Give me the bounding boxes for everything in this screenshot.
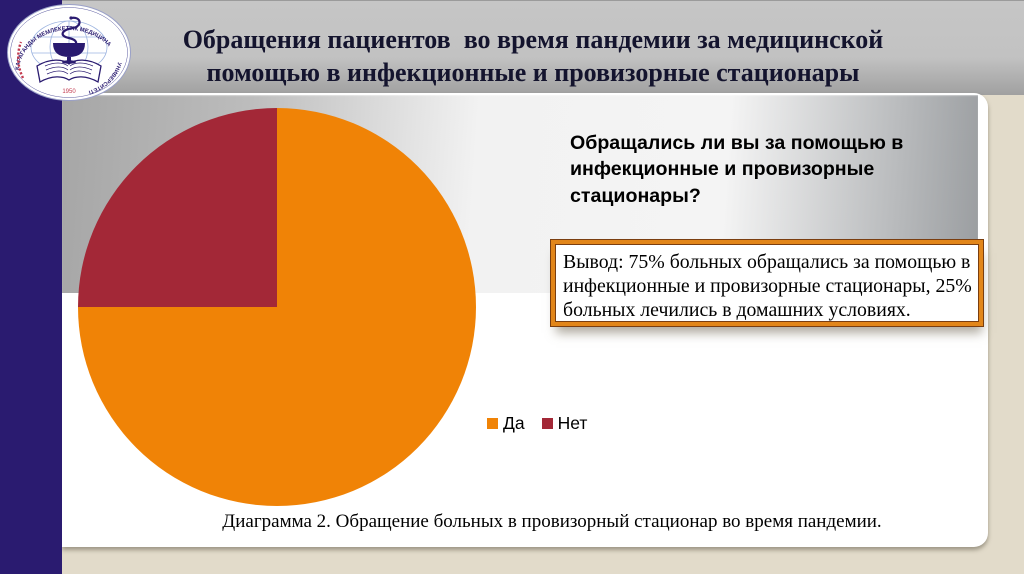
title-band [0, 0, 1024, 95]
logo-left-script [17, 41, 25, 79]
slide-top-edge [0, 0, 1024, 1]
legend-swatch-no [541, 418, 553, 429]
legend-item-no: Нет [541, 413, 588, 434]
pie-chart [78, 108, 476, 506]
chart-caption: Диаграмма 2. Обращение больных в провизо… [222, 511, 882, 532]
university-logo: КАРАГАНДЫ МЕМЛЕКЕТТІК МЕДИЦИНА УНИВЕРСИТ… [7, 4, 131, 101]
legend-swatch-yes [487, 418, 498, 429]
legend-label-no: Нет [557, 413, 588, 433]
conclusion-box: Вывод: 75% больных обращались за помощью… [551, 240, 983, 327]
logo-chalice-snake [53, 16, 85, 64]
question-text: Обращались ли вы за помощью в инфекционн… [570, 132, 904, 207]
logo-year: 1950 [62, 89, 76, 95]
slide-title: Обращения пациентов во время пандемии за… [182, 25, 884, 87]
legend-item-yes: Да [487, 413, 525, 434]
logo-rim-line [10, 7, 128, 98]
legend-label-yes: Да [503, 413, 525, 433]
chart-legend: Да Нет [487, 413, 587, 434]
